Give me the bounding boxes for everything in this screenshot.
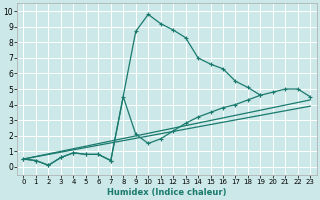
X-axis label: Humidex (Indice chaleur): Humidex (Indice chaleur) (107, 188, 227, 197)
